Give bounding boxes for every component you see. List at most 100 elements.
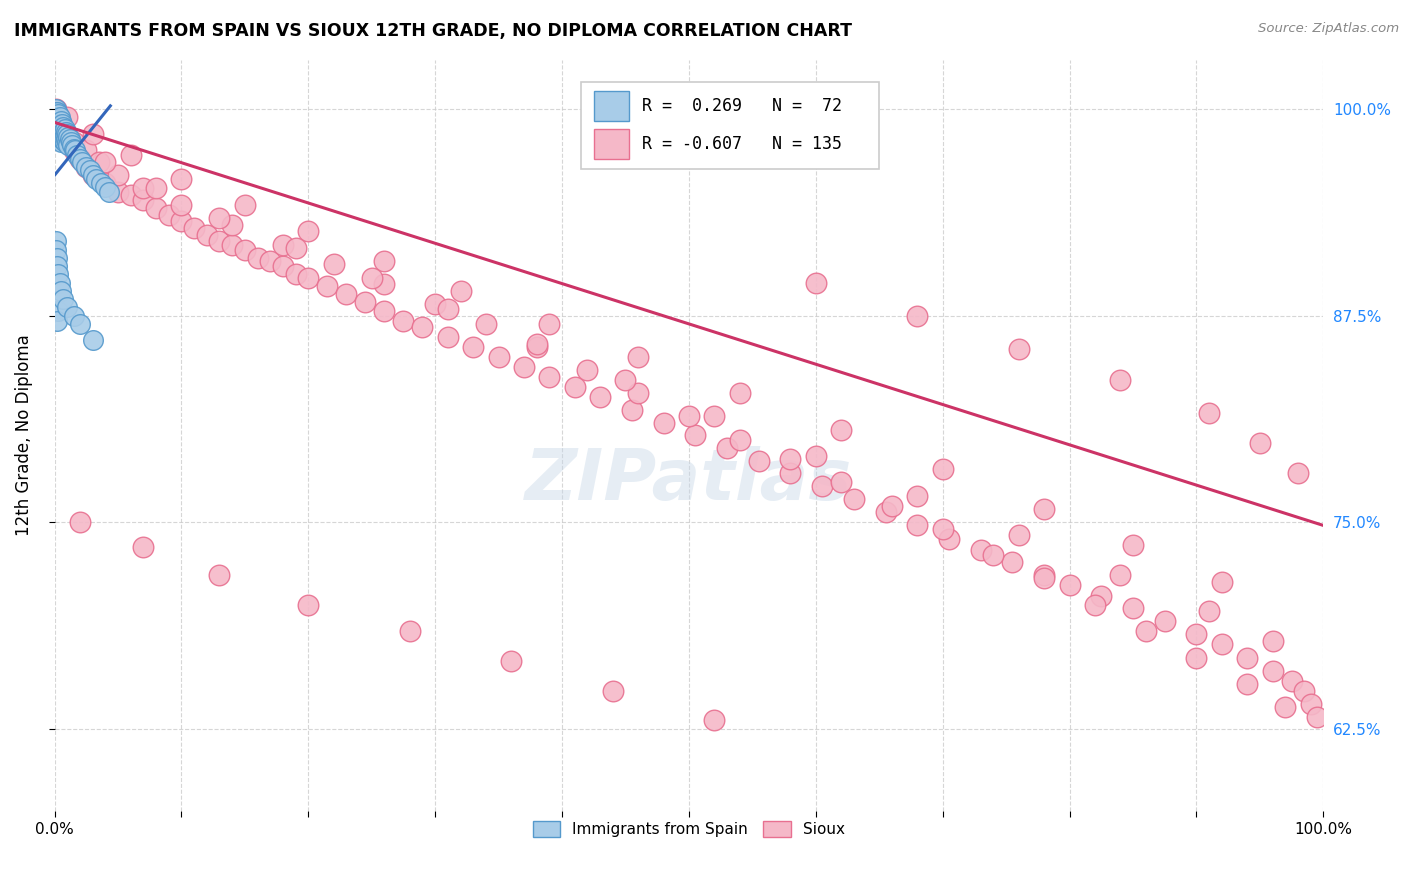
Point (48, 132, 70, 146)
Point (75, 144, 97, 158)
Point (1249, 435, 1271, 450)
Point (72, 155, 94, 169)
Point (90, 177, 112, 191)
Point (46, 115, 69, 129)
Point (69, 317, 91, 331)
Text: ZIPatlas: ZIPatlas (526, 446, 852, 515)
Point (335, 287, 357, 301)
Point (48, 122, 70, 136)
Point (1185, 650, 1208, 665)
Point (55, 125, 77, 139)
Point (55, 132, 77, 146)
Point (75, 160, 97, 174)
Point (51, 117, 73, 131)
Point (450, 284, 472, 298)
Point (107, 185, 129, 199)
FancyBboxPatch shape (581, 82, 879, 169)
Point (53, 128, 76, 143)
Point (62, 309, 84, 323)
Point (46, 122, 69, 136)
Point (297, 224, 319, 238)
Point (259, 254, 281, 268)
Point (45, 105, 67, 120)
Point (1122, 601, 1144, 615)
Point (221, 237, 243, 252)
Point (48, 111, 70, 125)
Point (46, 115, 69, 129)
Point (51, 127, 73, 141)
Point (53, 127, 76, 141)
Point (49, 284, 72, 298)
Point (284, 241, 307, 255)
Point (1261, 634, 1284, 648)
Point (45, 111, 67, 125)
Point (94, 155, 117, 169)
Point (602, 683, 624, 698)
Point (804, 276, 827, 290)
Point (157, 208, 180, 222)
Point (1153, 614, 1175, 628)
Point (46, 127, 69, 141)
Point (45, 102, 67, 116)
Point (614, 373, 637, 387)
Point (52, 120, 75, 135)
Point (1236, 650, 1258, 665)
Point (49, 113, 72, 128)
Point (683, 427, 706, 442)
Point (576, 363, 599, 377)
Point (195, 227, 218, 242)
Point (46, 111, 69, 125)
Point (830, 423, 852, 437)
Text: Source: ZipAtlas.com: Source: ZipAtlas.com (1258, 22, 1399, 36)
Point (1198, 604, 1220, 618)
Point (56, 135, 79, 149)
Point (120, 188, 142, 202)
Point (360, 270, 382, 285)
Point (703, 409, 725, 424)
Point (208, 211, 231, 226)
Point (526, 336, 548, 351)
Point (423, 297, 446, 311)
Point (411, 320, 433, 334)
Point (1211, 574, 1233, 589)
Point (51, 122, 73, 136)
Point (1090, 590, 1112, 604)
Point (271, 237, 294, 252)
Text: IMMIGRANTS FROM SPAIN VS SIOUX 12TH GRADE, NO DIPLOMA CORRELATION CHART: IMMIGRANTS FROM SPAIN VS SIOUX 12TH GRAD… (14, 22, 852, 40)
Point (208, 568, 231, 582)
Point (48, 117, 70, 131)
Point (69, 152, 91, 166)
Point (1084, 598, 1107, 612)
Point (297, 270, 319, 285)
Point (53, 135, 76, 149)
Point (46, 268, 69, 282)
Point (488, 350, 510, 364)
Point (56, 127, 79, 141)
Point (45, 119, 67, 133)
Point (513, 359, 536, 374)
Point (79, 163, 101, 178)
Point (46, 117, 69, 131)
Point (1059, 578, 1081, 592)
Point (1135, 624, 1157, 639)
Point (931, 462, 953, 476)
Point (48, 127, 70, 141)
Point (82, 334, 104, 348)
Point (875, 505, 897, 519)
Point (538, 317, 561, 331)
Point (170, 198, 193, 212)
Point (48, 276, 70, 290)
Point (69, 152, 91, 166)
Point (46, 251, 69, 265)
Point (52, 125, 75, 139)
Point (69, 515, 91, 529)
Point (1033, 568, 1056, 582)
Y-axis label: 12th Grade, No Diploma: 12th Grade, No Diploma (15, 334, 32, 536)
Point (373, 254, 395, 268)
Point (678, 409, 700, 424)
Point (49, 119, 72, 133)
Point (620, 402, 643, 417)
Point (46, 127, 69, 141)
Point (45, 243, 67, 257)
Point (398, 624, 420, 639)
